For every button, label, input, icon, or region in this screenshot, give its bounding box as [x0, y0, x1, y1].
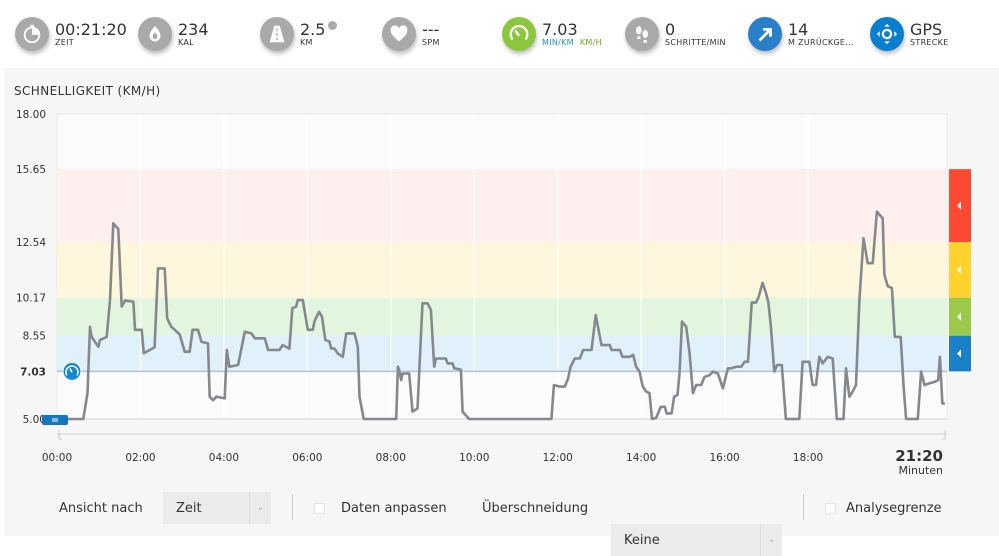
x-tick-label: 12:00 [543, 452, 573, 464]
zone-band [57, 297, 947, 336]
stat-value: 2.5 [300, 19, 326, 39]
caret-left-icon[interactable] [957, 201, 961, 210]
x-end-label: 21:20 [895, 447, 943, 465]
view-label: Ansicht nach [59, 500, 143, 516]
overlap-label: Überschneidung [482, 500, 589, 516]
heart-icon [382, 17, 416, 51]
chart-title: SCHNELLIGKEIT (KM/H) [14, 84, 161, 98]
edit-icon[interactable] [328, 20, 338, 30]
stat-value: 00:21:20 [55, 19, 127, 39]
view-select-value: Zeit [176, 500, 202, 516]
x-tick-label: 10:00 [459, 452, 489, 464]
stat-label: STRECKE [910, 37, 949, 47]
caret-left-icon[interactable] [957, 265, 961, 274]
range-slider-ends[interactable] [58, 430, 946, 440]
y-tick-label: 8.55 [23, 331, 46, 343]
road-icon [260, 17, 294, 51]
chevron-down-icon: ⌄ [760, 524, 782, 556]
speed-chart: 00:00 02:00 04:00 06:00 08:00 10:00 12:00 14:00… [16, 109, 971, 477]
stat-label: KM [300, 37, 313, 47]
analysis-limit-label: Analysegrenze [846, 500, 942, 516]
fit-data-label: Daten anpassen [341, 500, 447, 516]
stat-kal: 234 KAL [138, 14, 209, 54]
stat-zeit: 00:21:20 ZEIT [15, 14, 127, 54]
y-tick-label: 10.17 [16, 293, 46, 305]
stat-label: ZEIT [55, 37, 74, 47]
caret-left-icon[interactable] [957, 312, 961, 321]
stat-value: 234 [178, 19, 209, 39]
stat-value: 7.03 [542, 19, 578, 39]
stat-value: --- [422, 19, 440, 39]
footprints-icon [625, 17, 659, 51]
stat-label-secondary[interactable]: KM/H [579, 37, 602, 47]
x-tick-label: 06:00 [292, 452, 322, 464]
overlap-select-value: Keine [624, 532, 660, 548]
caret-left-icon[interactable] [957, 349, 961, 358]
x-tick-label: 16:00 [709, 452, 739, 464]
y-tick-label: 5.00 [23, 414, 46, 426]
zone-band [57, 169, 947, 243]
speedometer-icon [502, 17, 536, 51]
speed-series-line [57, 210, 945, 421]
stopwatch-icon [15, 17, 49, 51]
stat-label: SPM [422, 37, 440, 47]
stat-label: KAL [178, 37, 194, 47]
stat-min-km: 7.03 MIN/KM KM/H [502, 14, 602, 54]
y-tick-label: 7.03 [20, 366, 46, 378]
stat-value: GPS [910, 19, 943, 39]
stat-schritte-min: 0 SCHRITTE/MIN [625, 14, 726, 54]
analysis-limit-checkbox[interactable] [825, 502, 836, 514]
ascent-arrow-icon [748, 17, 782, 51]
y-tick-label: 12.54 [16, 237, 46, 249]
grip-icon [52, 418, 58, 422]
fit-data-checkbox[interactable] [314, 502, 325, 514]
stat-spm: --- SPM [382, 14, 440, 54]
divider [803, 494, 804, 520]
x-unit-label: Minuten [898, 464, 943, 477]
stat-label: M ZURÜCKGE... [788, 37, 854, 47]
stat-value: 14 [788, 19, 809, 39]
y-tick-label: 18.00 [16, 109, 46, 121]
view-select[interactable]: Zeit ⌄ [163, 492, 271, 524]
divider [292, 494, 293, 520]
x-tick-label: 04:00 [209, 452, 239, 464]
y-tick-label: 15.65 [16, 164, 46, 176]
x-tick-label: 02:00 [125, 452, 155, 464]
chart-controls: Ansicht nach Zeit ⌄ Daten anpassen Übersc… [0, 492, 999, 556]
flame-icon [138, 17, 172, 51]
speedometer-icon [65, 365, 79, 376]
stat-strecke: GPS STRECKE [870, 14, 949, 54]
gps-icon [870, 17, 904, 51]
chevron-down-icon: ⌄ [249, 492, 271, 524]
stat-m-zurückge-: 14 M ZURÜCKGE... [748, 14, 854, 54]
zone-band [57, 242, 947, 298]
x-tick-label: 18:00 [793, 452, 823, 464]
stat-label[interactable]: MIN/KM [542, 37, 574, 47]
stat-label: SCHRITTE/MIN [665, 37, 726, 47]
x-tick-label: 00:00 [42, 452, 72, 464]
x-tick-label: 08:00 [376, 452, 406, 464]
x-tick-label: 14:00 [626, 452, 656, 464]
stat-value: 0 [665, 19, 676, 39]
overlap-select[interactable]: Keine ⌄ [611, 524, 782, 556]
stat-km: 2.5 KM [260, 14, 338, 54]
